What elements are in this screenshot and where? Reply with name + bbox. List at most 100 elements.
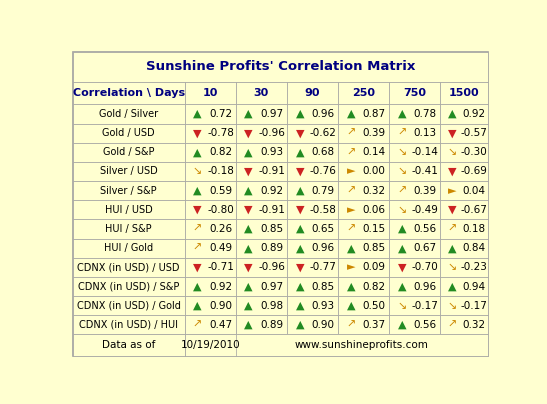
Text: -0.30: -0.30 — [461, 147, 487, 157]
Text: ▼: ▼ — [245, 262, 253, 272]
Bar — [338, 258, 389, 277]
Bar — [338, 82, 389, 104]
Bar — [287, 162, 338, 181]
Text: ▲: ▲ — [295, 282, 304, 292]
Bar — [73, 181, 185, 200]
Bar — [440, 200, 488, 219]
Bar — [338, 143, 389, 162]
Text: ▲: ▲ — [295, 243, 304, 253]
Text: -0.49: -0.49 — [411, 205, 438, 215]
Text: 0.59: 0.59 — [209, 186, 232, 196]
Text: ▲: ▲ — [398, 320, 406, 330]
Text: ►: ► — [448, 186, 457, 196]
Text: -0.70: -0.70 — [411, 262, 438, 272]
Bar — [338, 296, 389, 315]
Text: ►: ► — [347, 205, 355, 215]
Text: 0.47: 0.47 — [209, 320, 232, 330]
Text: 0.65: 0.65 — [311, 224, 334, 234]
Text: Gold / USD: Gold / USD — [102, 128, 155, 138]
Bar — [73, 315, 185, 335]
Text: CDNX (in USD) / HUI: CDNX (in USD) / HUI — [79, 320, 178, 330]
Text: ▲: ▲ — [398, 224, 406, 234]
Text: -0.67: -0.67 — [460, 205, 487, 215]
Bar — [338, 181, 389, 200]
Bar — [338, 200, 389, 219]
Text: 250: 250 — [352, 88, 375, 99]
Text: ▼: ▼ — [193, 128, 202, 138]
Bar — [389, 315, 440, 335]
Text: ▲: ▲ — [245, 301, 253, 311]
Text: ▲: ▲ — [448, 109, 457, 119]
Bar — [440, 162, 488, 181]
Text: 0.04: 0.04 — [462, 186, 485, 196]
Text: 0.32: 0.32 — [462, 320, 485, 330]
Text: 0.56: 0.56 — [414, 320, 437, 330]
Text: HUI / S&P: HUI / S&P — [106, 224, 152, 234]
Text: ▲: ▲ — [295, 301, 304, 311]
Text: ↘: ↘ — [447, 147, 457, 157]
Text: 0.82: 0.82 — [362, 282, 386, 292]
Text: ▲: ▲ — [398, 282, 406, 292]
Text: 0.85: 0.85 — [311, 282, 334, 292]
Bar — [73, 143, 185, 162]
Text: 0.14: 0.14 — [362, 147, 386, 157]
Bar — [185, 124, 236, 143]
Text: ▲: ▲ — [245, 224, 253, 234]
Bar — [185, 219, 236, 239]
Bar — [185, 315, 236, 335]
Text: 0.84: 0.84 — [462, 243, 485, 253]
Text: ▲: ▲ — [245, 282, 253, 292]
Text: ↗: ↗ — [193, 224, 202, 234]
Bar — [185, 162, 236, 181]
Text: ▲: ▲ — [295, 147, 304, 157]
Text: ↘: ↘ — [193, 166, 202, 177]
Text: ▼: ▼ — [295, 205, 304, 215]
Text: ↗: ↗ — [346, 224, 356, 234]
Text: ►: ► — [347, 262, 355, 272]
Text: ↘: ↘ — [447, 262, 457, 272]
Text: 0.93: 0.93 — [260, 147, 283, 157]
Text: -0.77: -0.77 — [309, 262, 336, 272]
Text: ↗: ↗ — [193, 320, 202, 330]
Text: 0.92: 0.92 — [462, 109, 485, 119]
Bar — [287, 143, 338, 162]
Text: ▲: ▲ — [295, 320, 304, 330]
Text: ▲: ▲ — [245, 320, 253, 330]
Text: -0.69: -0.69 — [460, 166, 487, 177]
Text: 0.06: 0.06 — [362, 205, 385, 215]
Text: 0.94: 0.94 — [462, 282, 485, 292]
Text: 0.90: 0.90 — [311, 320, 334, 330]
Bar — [236, 315, 287, 335]
Bar — [73, 277, 185, 296]
Text: ▲: ▲ — [347, 282, 355, 292]
Text: 0.26: 0.26 — [209, 224, 232, 234]
Bar — [440, 124, 488, 143]
Bar — [73, 335, 185, 356]
Bar — [73, 82, 185, 104]
Text: -0.96: -0.96 — [258, 262, 285, 272]
Text: HUI / USD: HUI / USD — [105, 205, 153, 215]
Text: Silver / USD: Silver / USD — [100, 166, 158, 177]
Text: -0.57: -0.57 — [460, 128, 487, 138]
Text: ↘: ↘ — [397, 205, 406, 215]
Text: -0.41: -0.41 — [411, 166, 438, 177]
Text: ↗: ↗ — [447, 320, 457, 330]
Text: ▲: ▲ — [295, 186, 304, 196]
Text: ▲: ▲ — [295, 109, 304, 119]
Text: -0.18: -0.18 — [207, 166, 234, 177]
Text: 0.92: 0.92 — [209, 282, 232, 292]
Bar — [440, 181, 488, 200]
Text: 1500: 1500 — [449, 88, 480, 99]
Text: ▲: ▲ — [347, 109, 355, 119]
Text: ▼: ▼ — [448, 166, 457, 177]
Text: ▲: ▲ — [193, 109, 202, 119]
Text: -0.76: -0.76 — [309, 166, 336, 177]
Text: 0.39: 0.39 — [414, 186, 437, 196]
Text: 0.90: 0.90 — [209, 301, 232, 311]
Bar — [440, 239, 488, 258]
Text: ▲: ▲ — [245, 147, 253, 157]
Bar — [236, 181, 287, 200]
Bar — [389, 82, 440, 104]
Bar — [389, 200, 440, 219]
Text: 0.13: 0.13 — [414, 128, 437, 138]
